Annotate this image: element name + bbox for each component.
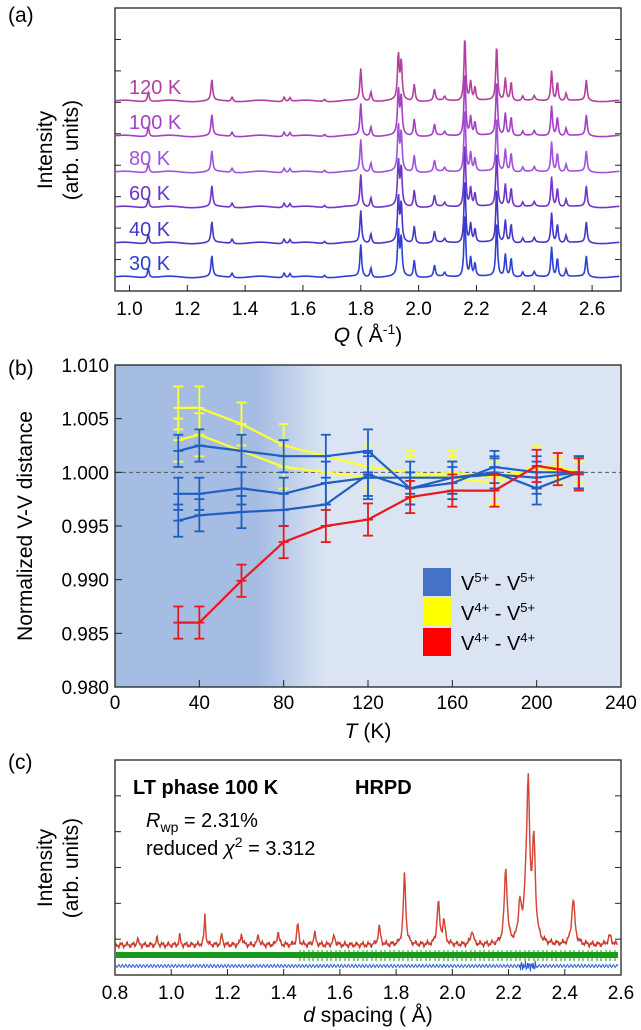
legend-label-v4-v5: V4+ - V5+ [461,600,535,625]
panel-b-x-label-unit: (K) [358,720,392,743]
panel-b-y-label: Normalized V-V distance [14,411,37,641]
panel-c-chi2: reduced χ2 = 3.312 [146,834,315,860]
panel-c-x-tick-label: 2.2 [495,983,521,1004]
panel-a-x-tick-label: 1.6 [290,299,316,320]
panel-b-low-temp-region [115,365,326,687]
legend-label-v5-v5: V5+ - V5+ [461,570,535,595]
panel-c-x-tick-label: 1.4 [270,983,297,1004]
panel-b-x-tick-label: 240 [605,693,637,714]
panel-a-temp-label: 40 K [129,219,171,241]
panel-b-x-tick-label: 40 [189,693,210,714]
panel-c-x-label: d spacing ( Å) [303,1004,433,1027]
panel-c-x-tick-label: 2.0 [439,983,465,1004]
panel-c-observed-pattern [115,773,618,950]
panel-a-x-tick-label: 2.4 [521,299,548,320]
panel-a-x-ticks: 1.0 1.2 1.4 1.6 1.8 2.0 2.2 2.4 2.6 [115,38,621,320]
panel-c-title-left: LT phase 100 K [133,777,279,799]
panel-a-x-label-close: ) [395,324,402,347]
panel-c: (c) 0.8 1.0 1.2 1.4 1.6 1.8 2.0 2.2 2.4 2.6 LT ph… [8,751,634,1027]
panel-a-x-tick-label: 1.2 [174,299,200,320]
panel-b-y-tick-label: 1.005 [61,410,109,431]
legend-swatch-v4-v5 [423,598,451,626]
panel-c-x-tick-label: 2.6 [608,983,634,1004]
panel-a-x-label-sup: -1 [383,321,396,337]
legend-label-v4-v4: V4+ - V4+ [461,630,535,655]
panel-b-legend: V5+ - V5+ V4+ - V5+ V4+ - V4+ [423,568,535,656]
panel-c-x-tick-label: 1.0 [158,983,184,1004]
panel-a: (a) 1.0 1.2 1.4 1.6 1.8 2.0 2.2 2.4 2.6 30 K 40 K… [8,4,622,347]
panel-a-x-label-unit: ( Å [350,324,383,347]
panel-c-curves [115,773,619,972]
panel-b-y-tick-label: 1.010 [61,356,109,377]
panel-b-x-label: T (K) [345,720,392,743]
panel-a-label: (a) [8,4,34,27]
panel-b-y-tick-label: 0.985 [61,624,109,645]
panel-a-x-tick-label: 2.2 [463,299,489,320]
panel-b-y-tick-label: 0.990 [61,571,109,592]
legend-swatch-v5-v5 [423,568,451,596]
panel-a-temp-labels: 30 K 40 K 60 K 80 K 100 K 120 K [129,77,182,275]
panel-c-y-label-line1: Intensity [34,828,57,907]
panel-b-label: (b) [8,357,34,380]
panel-a-y-label-line2: (arb. units) [60,100,83,200]
panel-c-ticks: 0.8 1.0 1.2 1.4 1.6 1.8 2.0 2.2 2.4 2.6 [102,795,634,1004]
panel-b-y-tick-label: 0.980 [61,678,109,699]
panel-a-trace-80K [115,111,620,174]
panel-c-rwp: Rwp = 2.31% [146,810,258,835]
panel-a-x-tick-label: 2.0 [405,299,431,320]
panel-c-label: (c) [8,751,33,774]
panel-b-y-tick-label: 0.995 [61,517,109,538]
panel-c-y-label: Intensity (arb. units) [34,818,83,918]
panel-a-trace-120K [115,40,620,103]
panel-a-trace-60K [115,146,620,209]
panel-c-x-tick-label: 0.8 [102,983,128,1004]
panel-c-difference-curve [115,960,619,972]
panel-b-x-tick-label: 80 [273,693,294,714]
panel-b-y-tick-label: 1.000 [61,463,109,484]
panel-a-temp-label: 60 K [129,183,171,205]
panel-a-x-tick-label: 1.0 [116,299,142,320]
panel-a-x-tick-label: 2.6 [579,299,605,320]
legend-swatch-v4-v4 [423,628,451,656]
panel-c-title-right: HRPD [355,777,412,799]
panel-a-x-label: Q ( Å-1) [334,321,402,347]
panel-b-x-label-var: T [345,720,360,743]
panel-a-temp-label: 30 K [129,253,171,275]
panel-c-x-tick-label: 1.2 [214,983,240,1004]
panel-b-x-tick-label: 200 [521,693,553,714]
panel-b-x-tick-label: 120 [352,693,384,714]
panel-b-series [173,385,584,640]
panel-c-calculated-pattern [116,775,618,946]
panel-a-x-tick-label: 1.4 [232,299,259,320]
panel-a-trace-100K [115,75,620,138]
panel-c-y-label-line2: (arb. units) [60,818,83,918]
panel-a-temp-label: 100 K [129,112,182,134]
panel-a-x-label-var: Q [334,324,350,347]
panel-a-temp-label: 80 K [129,148,171,170]
panel-b-x-tick-label: 160 [436,693,468,714]
panel-c-x-tick-label: 1.6 [327,983,353,1004]
panel-b-ticks: 0 40 80 120 160 200 240 0.980 0.985 0.990 0.995 1.0… [61,356,636,714]
panel-a-frame [114,7,622,292]
panel-a-trace-40K [115,182,620,245]
panel-a-curves [115,40,620,279]
panel-c-x-tick-label: 2.4 [552,983,579,1004]
panel-a-y-label-line1: Intensity [34,110,57,189]
panel-a-trace-30K [115,216,620,279]
panel-a-y-label: Intensity (arb. units) [34,100,83,200]
panel-a-x-tick-label: 1.8 [348,299,374,320]
panel-b: (b) 0 40 80 120 160 200 240 0.980 0.985 0.990 0.99… [8,356,637,743]
panel-a-temp-label: 120 K [129,77,182,99]
panel-b-x-tick-label: 0 [110,693,121,714]
panel-c-x-tick-label: 1.8 [383,983,409,1004]
